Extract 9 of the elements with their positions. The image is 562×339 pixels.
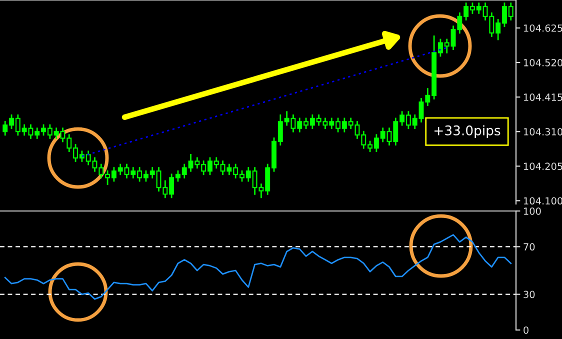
y-tick-label: 70 (524, 243, 535, 251)
line-series (4, 234, 512, 300)
y-tick-label: 0 (524, 326, 528, 334)
y-tick-label: 30 (524, 290, 535, 298)
annotation: +33.0pips (434, 125, 500, 138)
y-tick-label: 100 (524, 207, 541, 215)
y-tick-label: 104.625 (524, 24, 562, 32)
y-tick-label: 104.205 (524, 162, 562, 170)
y-tick-label: 104.415 (524, 94, 562, 101)
